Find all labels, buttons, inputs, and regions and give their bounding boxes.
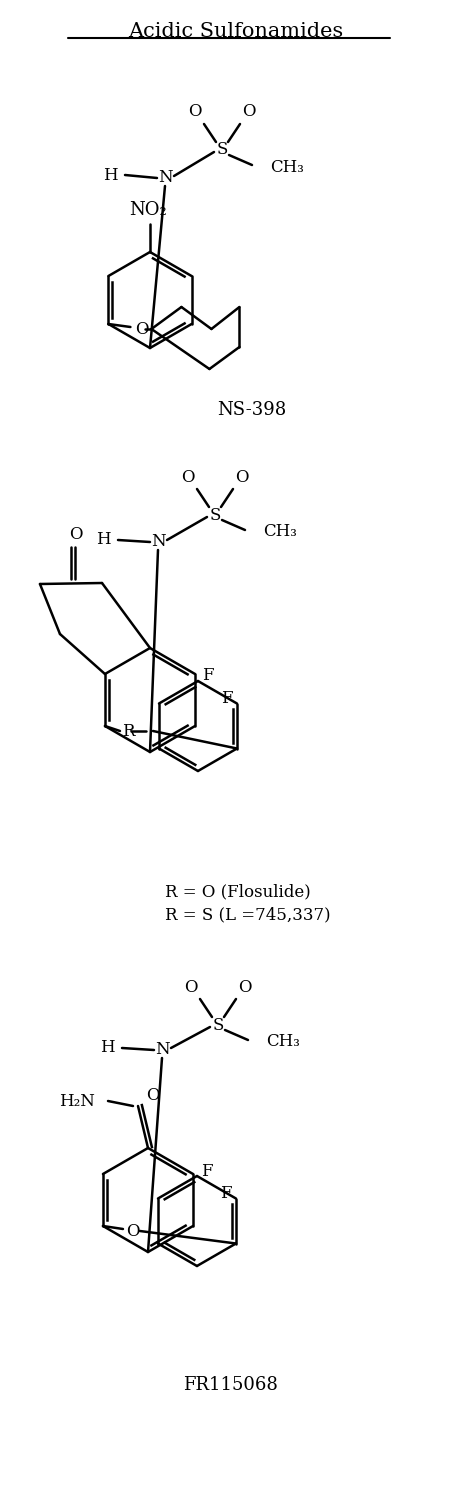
Text: H: H (96, 532, 111, 549)
Text: H: H (100, 1039, 115, 1057)
Text: O: O (181, 468, 195, 486)
Text: F: F (221, 691, 233, 707)
Text: O: O (242, 103, 256, 121)
Text: O: O (188, 103, 202, 121)
Text: CH₃: CH₃ (263, 523, 297, 541)
Text: R: R (122, 722, 134, 740)
Text: O: O (146, 1087, 160, 1105)
Text: NO₂: NO₂ (129, 200, 167, 218)
Text: S: S (212, 1017, 224, 1033)
Text: R = O (Flosulide): R = O (Flosulide) (165, 884, 311, 900)
Text: S: S (210, 507, 221, 523)
Text: F: F (202, 667, 214, 685)
Text: O: O (235, 468, 249, 486)
Text: NS-398: NS-398 (218, 401, 287, 419)
Text: H₂N: H₂N (59, 1093, 95, 1109)
Text: O: O (135, 320, 148, 338)
Text: N: N (151, 534, 165, 550)
Text: N: N (158, 169, 172, 187)
Text: H: H (104, 166, 118, 184)
Text: S: S (216, 142, 228, 158)
Text: FR115068: FR115068 (183, 1375, 278, 1393)
Text: O: O (69, 526, 83, 543)
Text: N: N (155, 1042, 169, 1058)
Text: F: F (220, 1186, 232, 1202)
Text: CH₃: CH₃ (270, 158, 304, 175)
Text: R = S (L =745,337): R = S (L =745,337) (165, 906, 331, 924)
Text: F: F (201, 1163, 213, 1180)
Text: CH₃: CH₃ (266, 1033, 300, 1051)
Text: O: O (184, 979, 198, 996)
Text: Acidic Sulfonamides: Acidic Sulfonamides (128, 22, 343, 40)
Text: O: O (238, 979, 252, 996)
Text: O: O (126, 1223, 140, 1239)
